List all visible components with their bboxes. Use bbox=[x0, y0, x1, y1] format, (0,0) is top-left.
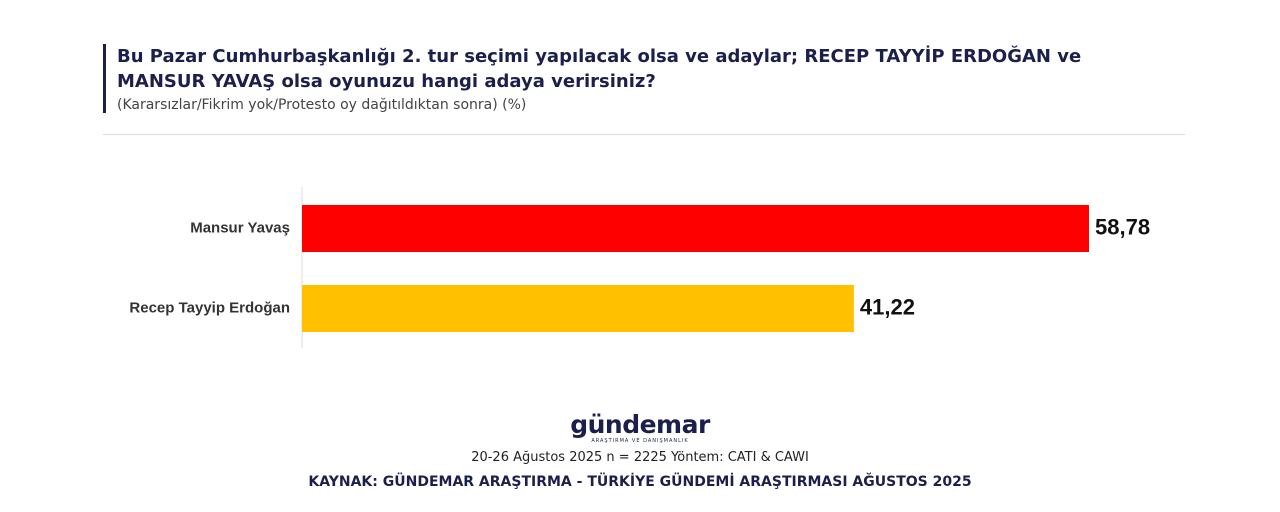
category-label: Mansur Yavaş bbox=[190, 219, 290, 236]
source: KAYNAK: GÜNDEMAR ARAŞTIRMA - TÜRKİYE GÜN… bbox=[308, 474, 972, 490]
method: 20-26 Ağustos 2025 n = 2225 Yöntem: CATI… bbox=[471, 450, 809, 465]
category-label: Recep Tayyip Erdoğan bbox=[129, 299, 290, 316]
logo: gündemar bbox=[570, 410, 710, 439]
value-label: 58,78 bbox=[1095, 214, 1150, 239]
separator bbox=[103, 134, 1185, 135]
chart: Mansur Yavaş 58,78 Recep Tayyip Erdoğan 41,… bbox=[129, 187, 1150, 348]
value-label: 41,22 bbox=[860, 294, 915, 319]
bar bbox=[302, 205, 1089, 252]
header: Bu Pazar Cumhurbaşkanlığı 2. tur seçimi … bbox=[103, 44, 1137, 113]
logo-tagline: ARAŞTIRMA VE DANIŞMANLIK bbox=[591, 438, 689, 444]
chart-title: Bu Pazar Cumhurbaşkanlığı 2. tur seçimi … bbox=[117, 46, 1082, 92]
chart-subtitle: (Kararsızlar/Fikrim yok/Protesto oy dağı… bbox=[117, 97, 527, 113]
bar bbox=[302, 285, 854, 332]
